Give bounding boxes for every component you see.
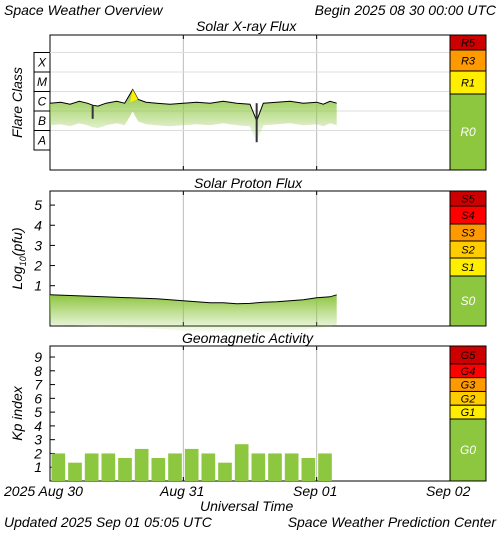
y-tick-label: C — [38, 94, 47, 108]
xray-series-line — [49, 88, 337, 123]
scale-label: S4 — [461, 210, 474, 222]
kp-bar — [134, 448, 149, 481]
kp-bar — [318, 453, 332, 481]
scale-label: G0 — [460, 443, 476, 457]
y-tick-label: 4 — [34, 217, 42, 233]
scale-label: S0 — [461, 294, 476, 308]
kp-bar — [301, 457, 316, 481]
kp-bar — [68, 462, 82, 481]
scale-label: G5 — [461, 350, 477, 362]
begin-time: Begin 2025 08 30 00:00 UTC — [314, 2, 496, 18]
y-tick-label: 5 — [34, 197, 42, 213]
kp-bar — [101, 453, 116, 481]
scale-label: R3 — [461, 56, 476, 68]
y-tick-label: 1 — [34, 459, 42, 475]
xray-title: Solar X-ray Flux — [196, 18, 297, 34]
proton-series-line — [49, 294, 337, 305]
scale-label: R1 — [461, 78, 475, 90]
y-tick-label: X — [37, 55, 47, 69]
scale-segment — [449, 418, 487, 482]
proton-title: Solar Proton Flux — [194, 175, 303, 191]
scale-label: S5 — [461, 194, 475, 206]
scale-label: R5 — [461, 38, 476, 50]
kp-bar — [251, 453, 266, 481]
y-axis-label: Kp index — [9, 385, 25, 440]
credit: Space Weather Prediction Center — [287, 514, 496, 530]
y-tick-label: 8 — [34, 363, 42, 379]
y-tick-label: 3 — [34, 432, 42, 448]
y-tick-label: 5 — [34, 404, 42, 420]
y-tick-label: 3 — [34, 237, 42, 253]
scale-label: R0 — [460, 125, 476, 139]
scale-label: S2 — [461, 245, 474, 257]
kp-bar — [218, 462, 232, 481]
kp-bar — [234, 444, 249, 481]
scale-label: S1 — [461, 262, 474, 274]
y-tick-label: 7 — [34, 377, 43, 393]
kp-bar — [168, 453, 182, 481]
kp-bar — [201, 453, 216, 481]
geomag-title: Geomagnetic Activity — [182, 330, 313, 346]
y-tick-label: 1 — [34, 278, 42, 294]
kp-bar — [284, 453, 299, 481]
proton-series-fill — [50, 294, 337, 334]
scale-label: G2 — [461, 393, 476, 405]
kp-bar — [51, 453, 66, 481]
scale-segment — [449, 93, 487, 171]
scale-label: G4 — [461, 366, 476, 378]
y-tick-label: 9 — [34, 349, 42, 365]
y-tick-label: 6 — [34, 390, 42, 406]
x-tick-label: 2025 Aug 30 — [4, 483, 83, 499]
y-tick-label: M — [37, 75, 47, 89]
x-tick-label: Sep 01 — [293, 483, 338, 499]
scale-label: S3 — [461, 228, 475, 240]
kp-bar — [184, 448, 199, 481]
kp-bar — [268, 453, 282, 481]
scale-label: G1 — [461, 407, 476, 419]
kp-bar — [151, 457, 166, 481]
y-axis-label: Flare Class — [9, 67, 25, 138]
y-tick-label: 4 — [34, 418, 42, 434]
y-tick-label: 2 — [33, 445, 42, 461]
scale-segment — [449, 275, 487, 327]
plot-frame — [49, 345, 451, 482]
updated-time: Updated 2025 Sep 01 05:05 UTC — [4, 514, 212, 530]
xray-flare-peak — [130, 89, 138, 103]
y-tick-label: A — [37, 133, 46, 147]
y-axis-label: Log10(pfu) — [9, 227, 28, 289]
y-tick-label: 2 — [33, 258, 42, 274]
flare-class-box — [33, 52, 51, 73]
x-tick-label: Aug 31 — [160, 483, 205, 499]
kp-bar — [84, 453, 99, 481]
page-title: Space Weather Overview — [4, 2, 163, 18]
scale-label: G3 — [461, 380, 477, 392]
x-tick-label: Sep 02 — [426, 483, 471, 499]
x-axis-label: Universal Time — [200, 498, 294, 514]
y-tick-label: B — [38, 114, 46, 128]
kp-bar — [118, 457, 132, 481]
